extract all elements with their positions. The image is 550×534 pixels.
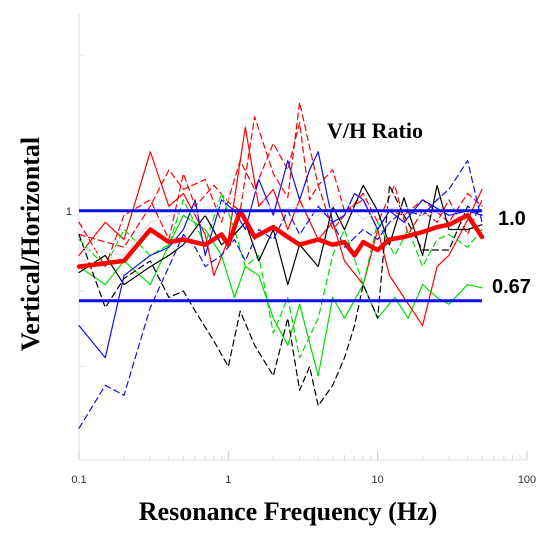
reference-label: 0.67 [492,276,531,298]
reference-lines [79,209,483,303]
x-axis-title: Resonance Frequency (Hz) [139,497,437,526]
x-tick-label: 100 [518,474,536,486]
plot-area: 1 0.1 1 10 100 [66,14,536,486]
series-line-6 [78,192,483,359]
chart-title: V/H Ratio [327,118,423,143]
series-line-8 [78,184,483,407]
x-axis-ticks: 0.1 1 10 100 [71,451,536,486]
x-tick-label: 1 [225,474,231,486]
reference-label: 1.0 [498,208,526,230]
series-layer [76,101,485,429]
x-tick-label: 10 [372,474,384,486]
series-line-7 [78,184,483,286]
mean-ratio-line [76,208,485,269]
y-tick-label: 1 [66,206,72,218]
x-tick-label: 0.1 [71,474,86,486]
reference-line-labels: 1.0 0.67 [492,208,531,298]
y-axis-title: Vertical/Horizontal [16,137,45,351]
series-line-2 [78,126,483,327]
